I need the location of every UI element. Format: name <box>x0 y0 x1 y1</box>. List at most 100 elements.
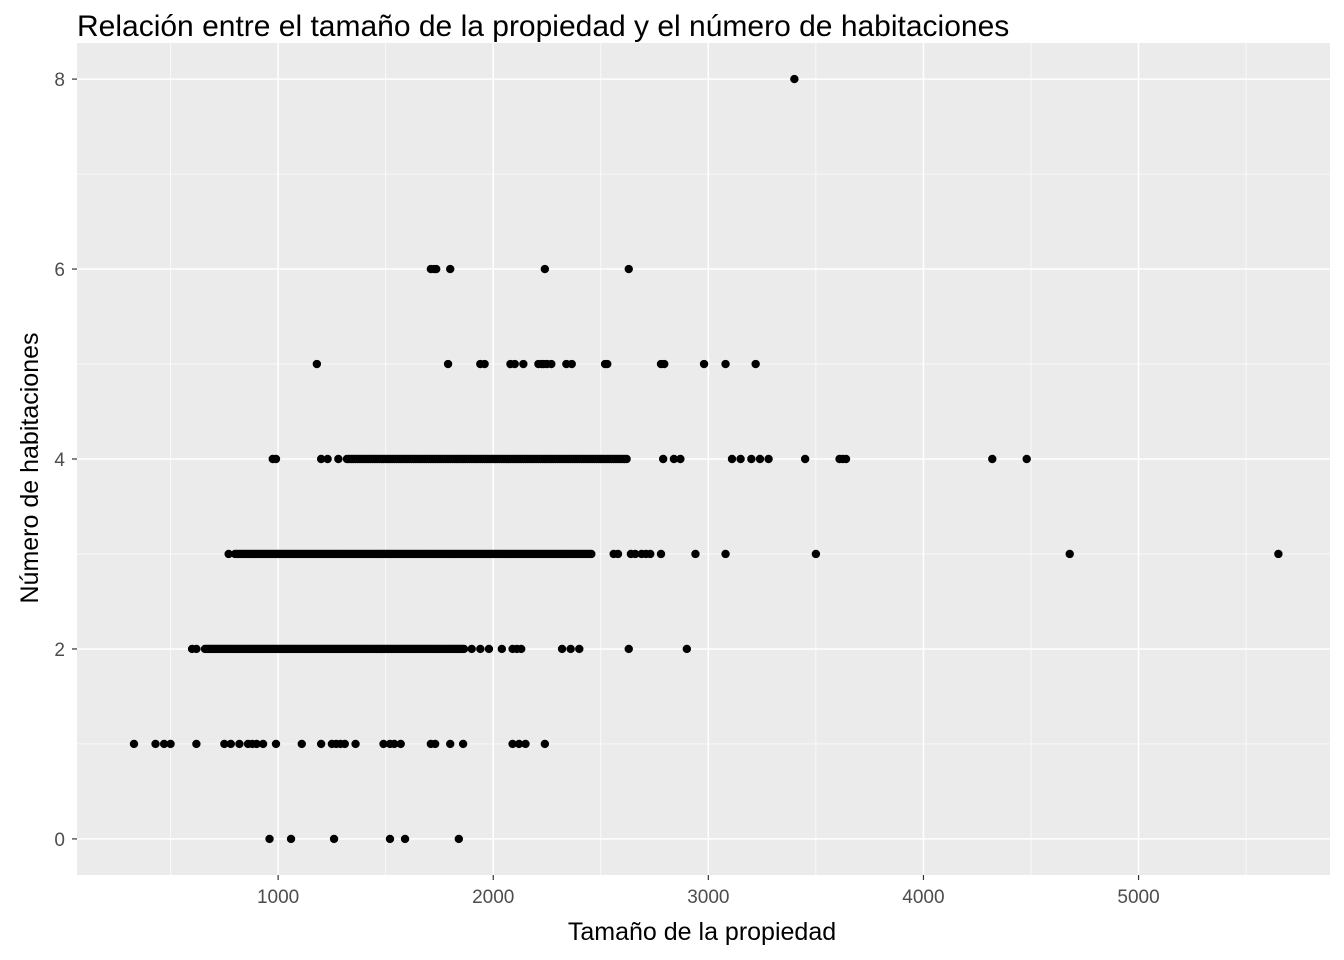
x-tick-label: 3000 <box>687 887 729 908</box>
data-point <box>316 739 326 749</box>
data-point <box>224 549 233 559</box>
data-point <box>351 739 360 749</box>
data-point <box>379 739 388 749</box>
data-point <box>510 359 519 369</box>
data-point <box>329 834 339 844</box>
y-axis-title: Número de habitaciones <box>16 333 44 604</box>
data-point <box>547 359 556 369</box>
data-point <box>747 454 756 464</box>
y-tick-label: 4 <box>54 450 65 471</box>
data-point <box>454 834 464 844</box>
data-point <box>316 454 326 464</box>
data-point <box>603 359 612 369</box>
data-point <box>459 644 469 654</box>
data-point <box>676 454 685 464</box>
data-point <box>790 74 799 84</box>
data-point <box>334 454 343 464</box>
data-point <box>446 264 455 274</box>
data-point <box>521 739 530 749</box>
data-point <box>613 549 623 559</box>
data-point <box>192 644 201 654</box>
data-point <box>575 644 584 654</box>
data-point <box>682 644 692 654</box>
data-point <box>557 644 567 654</box>
data-point <box>297 739 306 749</box>
data-point <box>622 454 631 464</box>
data-point <box>669 454 679 464</box>
data-point <box>624 264 633 274</box>
data-point <box>727 454 737 464</box>
y-tick-label: 0 <box>54 830 65 851</box>
data-point <box>443 359 453 369</box>
data-point <box>400 834 410 844</box>
data-point <box>323 454 332 464</box>
data-point <box>656 549 666 559</box>
x-tick-label: 5000 <box>1117 887 1159 908</box>
data-point <box>480 359 489 369</box>
data-point <box>764 454 773 464</box>
data-point <box>220 739 229 749</box>
data-point <box>631 549 640 559</box>
x-axis-title: Tamaño de la propiedad <box>568 918 836 946</box>
data-point <box>646 549 655 559</box>
data-point <box>755 454 765 464</box>
data-point <box>567 359 576 369</box>
data-point <box>484 644 494 654</box>
data-point <box>446 739 455 749</box>
data-point <box>226 739 236 749</box>
data-point <box>265 834 274 844</box>
chart-title: Relación entre el tamaño de la propiedad… <box>77 10 1010 43</box>
data-point <box>800 454 810 464</box>
y-tick-label: 6 <box>54 260 65 281</box>
data-point <box>721 359 730 369</box>
data-point <box>340 739 350 749</box>
data-point <box>312 359 322 369</box>
data-point <box>508 739 517 749</box>
data-point <box>235 739 244 749</box>
data-point <box>624 644 633 654</box>
data-point <box>658 454 668 464</box>
data-point <box>129 739 139 749</box>
data-point <box>390 739 399 749</box>
x-tick-label: 4000 <box>902 887 944 908</box>
data-point <box>385 834 395 844</box>
data-point <box>1274 549 1283 559</box>
data-point <box>988 454 997 464</box>
x-tick-label: 1000 <box>257 887 299 908</box>
data-point <box>587 549 596 559</box>
data-point <box>396 739 405 749</box>
data-point <box>467 644 476 654</box>
data-point <box>166 739 175 749</box>
data-point <box>430 739 440 749</box>
y-tick-label: 2 <box>54 640 65 661</box>
data-point <box>811 549 821 559</box>
data-point <box>1022 454 1031 464</box>
data-point <box>540 739 550 749</box>
y-tick-label: 8 <box>54 70 65 91</box>
data-point <box>476 644 485 654</box>
data-point <box>699 359 709 369</box>
data-point <box>1065 549 1074 559</box>
data-point <box>258 739 268 749</box>
data-point <box>497 644 507 654</box>
data-point <box>286 834 296 844</box>
data-point <box>192 739 201 749</box>
data-point <box>252 739 261 749</box>
data-point <box>432 264 441 274</box>
data-point <box>516 644 526 654</box>
data-point <box>660 359 669 369</box>
data-point <box>721 549 730 559</box>
data-point <box>271 739 281 749</box>
data-point <box>841 454 851 464</box>
data-point <box>271 454 281 464</box>
data-point <box>151 739 160 749</box>
data-point <box>736 454 745 464</box>
data-point <box>566 644 575 654</box>
data-point <box>691 549 700 559</box>
data-point <box>519 359 528 369</box>
data-point <box>458 739 468 749</box>
data-point <box>514 739 524 749</box>
data-point <box>751 359 760 369</box>
x-tick-label: 2000 <box>472 887 514 908</box>
